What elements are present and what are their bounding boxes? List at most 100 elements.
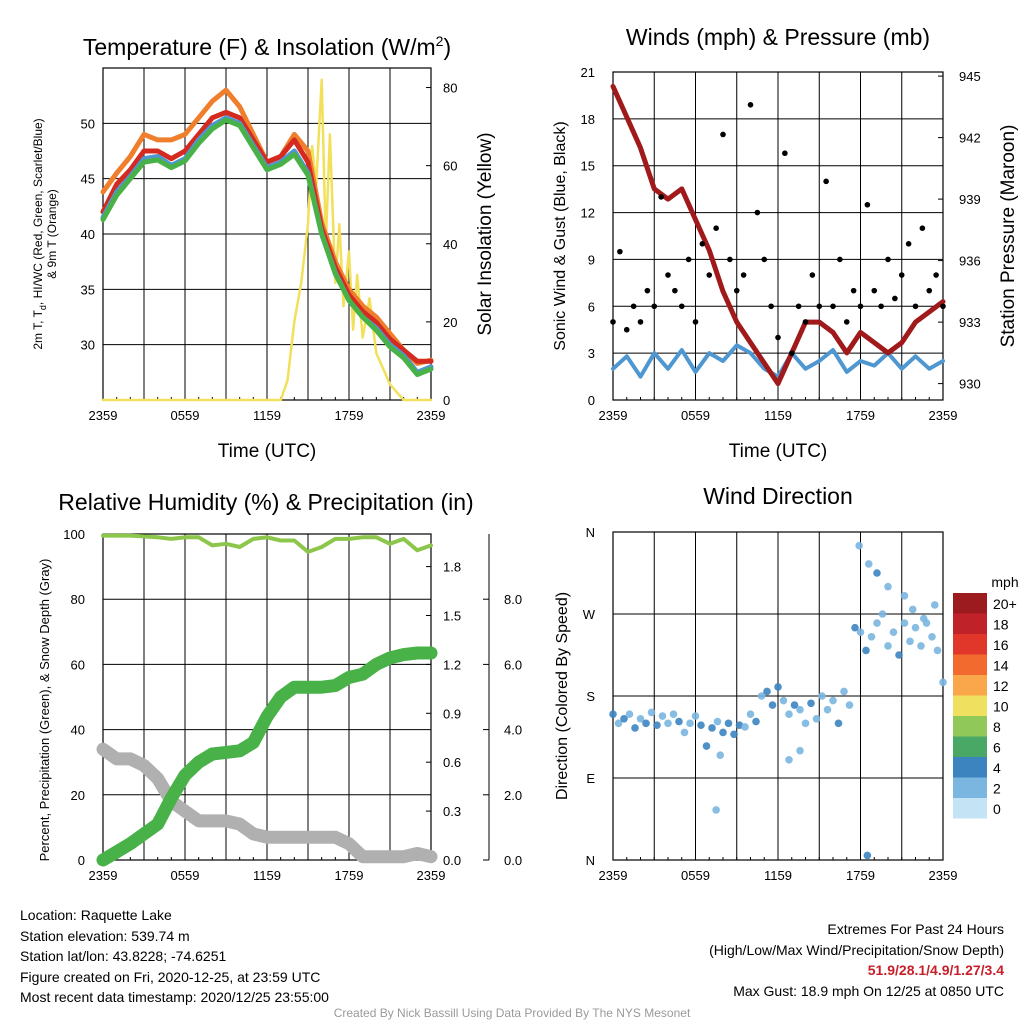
legend-swatch bbox=[953, 695, 987, 716]
y2-tick-label: 1.8 bbox=[443, 560, 461, 575]
direction-point bbox=[702, 742, 711, 750]
y2-tick-label: 0.6 bbox=[443, 755, 461, 770]
station-elevation: Station elevation: 539.74 m bbox=[20, 927, 190, 944]
x-tick-label: 2359 bbox=[599, 408, 628, 423]
chart-title: Winds (mph) & Pressure (mb) bbox=[626, 24, 930, 50]
y3-tick-label: 4.0 bbox=[504, 723, 522, 738]
y-tick-label: 21 bbox=[581, 65, 595, 80]
x-tick-label: 2359 bbox=[599, 868, 628, 883]
ylabel-subscript: d bbox=[38, 305, 48, 310]
extremes-values: 51.9/28.1/4.9/1.27/3.4 bbox=[867, 962, 1004, 978]
figure-created: Figure created on Fri, 2020-12-25, at 23… bbox=[20, 968, 321, 985]
direction-point bbox=[889, 628, 898, 637]
legend-swatch bbox=[953, 634, 987, 655]
gust-point bbox=[685, 256, 692, 263]
x-tick-label: 1159 bbox=[764, 408, 792, 423]
y-tick-label: 15 bbox=[581, 159, 595, 174]
direction-point bbox=[796, 705, 804, 714]
legend-label: 4 bbox=[993, 760, 1001, 776]
direction-point bbox=[757, 692, 766, 700]
direction-point bbox=[631, 724, 639, 732]
y2-tick-label: 930 bbox=[959, 377, 981, 392]
direction-point bbox=[812, 714, 821, 723]
legend-swatch bbox=[953, 736, 987, 757]
gust-point bbox=[617, 248, 623, 255]
x-tick-label: 2359 bbox=[417, 868, 446, 883]
direction-point bbox=[664, 719, 672, 728]
x-axis-label: Time (UTC) bbox=[218, 441, 317, 462]
direction-point bbox=[867, 632, 876, 641]
wind-direction-panel: N E S W N 2359 0559 1159 1759 2359 Wind Direction D… bbox=[554, 483, 1019, 883]
direction-point bbox=[801, 719, 810, 728]
direction-point bbox=[768, 701, 777, 709]
legend-label: 6 bbox=[993, 740, 1001, 756]
gust-point bbox=[919, 225, 926, 231]
chart-title: Wind Direction bbox=[703, 483, 853, 509]
x-tick-label: 1759 bbox=[846, 408, 875, 423]
gust-point bbox=[761, 256, 768, 263]
x-tick-label: 1759 bbox=[335, 408, 364, 423]
direction-point bbox=[712, 806, 720, 814]
direction-point bbox=[818, 692, 826, 700]
gust-point bbox=[678, 303, 685, 310]
direction-point bbox=[851, 623, 859, 632]
y2-tick-label: 942 bbox=[959, 131, 981, 146]
y2-tick-label: 933 bbox=[959, 315, 981, 330]
y-tick-label: S bbox=[586, 689, 595, 704]
y2-axis-label: Solar Insolation (Yellow) bbox=[475, 132, 496, 335]
y-tick-label: 0 bbox=[78, 853, 85, 868]
humidity-panel: 0 20 40 60 80 100 0.0 0.3 0.6 0.9 1.2 1.5 1.8 0.0 2.0 4… bbox=[37, 489, 522, 883]
gust-point bbox=[878, 303, 884, 310]
ylabel-part: 2m T, T bbox=[31, 309, 45, 349]
x-tick-label: 0559 bbox=[681, 408, 710, 423]
y3-tick-label: 8.0 bbox=[504, 592, 522, 607]
direction-point bbox=[884, 642, 892, 650]
x-tick-label: 2359 bbox=[417, 408, 446, 423]
gust-point bbox=[727, 256, 733, 263]
y3-tick-label: 2.0 bbox=[504, 788, 522, 803]
direction-point bbox=[675, 717, 683, 726]
x-tick-label: 1159 bbox=[764, 868, 792, 883]
y2-tick-label: 945 bbox=[959, 69, 981, 84]
legend-swatch bbox=[953, 798, 987, 819]
extremes-legend: (High/Low/Max Wind/Precipitation/Snow De… bbox=[709, 941, 1004, 958]
y-axis-label: Direction (Colored By Speed) bbox=[554, 592, 571, 800]
direction-point bbox=[900, 619, 909, 627]
x-tick-label: 2359 bbox=[929, 868, 958, 883]
direction-point bbox=[653, 721, 661, 729]
direction-point bbox=[680, 728, 689, 737]
legend-label: 10 bbox=[993, 699, 1009, 715]
direction-point bbox=[864, 560, 873, 568]
legend-swatch bbox=[953, 593, 987, 614]
direction-point bbox=[774, 683, 782, 691]
legend-swatch bbox=[953, 777, 987, 798]
legend-label: 20+ bbox=[993, 596, 1017, 612]
direction-point bbox=[823, 705, 832, 714]
direction-point bbox=[863, 851, 872, 860]
y-tick-label: 6 bbox=[588, 299, 595, 314]
gust-point bbox=[885, 256, 891, 263]
legend-label: 8 bbox=[993, 719, 1001, 735]
x-tick-label: 0559 bbox=[171, 868, 200, 883]
y-tick-label: 50 bbox=[81, 116, 95, 131]
chart-title: Relative Humidity (%) & Precipitation (i… bbox=[58, 489, 473, 515]
legend-label: 0 bbox=[993, 801, 1001, 817]
direction-point bbox=[845, 701, 854, 709]
x-axis-label: Time (UTC) bbox=[729, 441, 828, 462]
direction-point bbox=[796, 746, 804, 755]
gust-point bbox=[747, 102, 754, 108]
gust-point bbox=[809, 272, 816, 278]
max-gust: Max Gust: 18.9 mph On 12/25 at 0850 UTC bbox=[733, 982, 1004, 999]
gust-point bbox=[892, 295, 898, 302]
x-tick-label: 2359 bbox=[89, 868, 118, 883]
gust-point bbox=[733, 287, 740, 294]
direction-point bbox=[928, 632, 936, 641]
y-tick-label: 35 bbox=[81, 282, 95, 297]
y-axis-label: Sonic Wind & Gust (Blue, Black) bbox=[552, 121, 569, 350]
direction-point bbox=[917, 642, 925, 650]
gust-point bbox=[823, 178, 829, 185]
x-tick-label: 2359 bbox=[929, 408, 958, 423]
y2-tick-label: 0.3 bbox=[443, 804, 461, 819]
direction-point bbox=[933, 646, 942, 655]
legend-swatch bbox=[953, 654, 987, 675]
